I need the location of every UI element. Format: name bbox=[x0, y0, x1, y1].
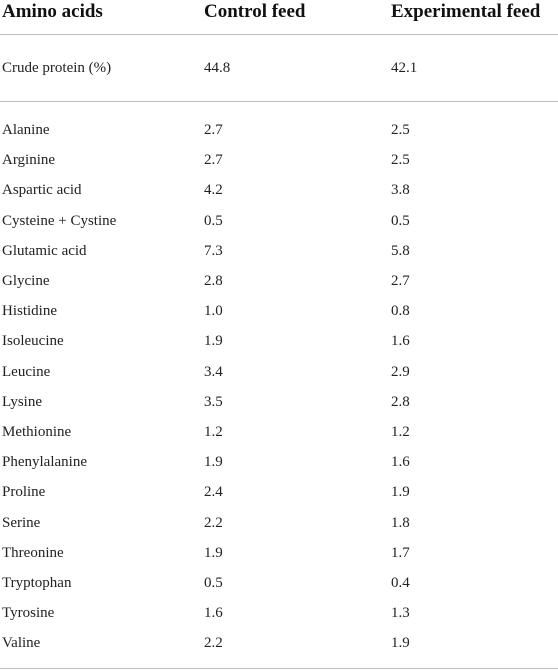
experimental-value: 3.8 bbox=[391, 182, 410, 198]
header-divider bbox=[0, 34, 558, 35]
experimental-value: 2.5 bbox=[391, 152, 410, 168]
control-value: 2.2 bbox=[204, 635, 223, 651]
amino-acid-name: Glycine bbox=[2, 273, 50, 289]
experimental-value: 1.9 bbox=[391, 635, 410, 651]
amino-acid-name: Glutamic acid bbox=[2, 243, 87, 259]
control-value: 1.2 bbox=[204, 424, 223, 440]
amino-acid-name: Tryptophan bbox=[2, 575, 72, 591]
control-value: 3.4 bbox=[204, 364, 223, 380]
experimental-value: 1.6 bbox=[391, 454, 410, 470]
control-value: 2.8 bbox=[204, 273, 223, 289]
header-control-feed: Control feed bbox=[204, 1, 306, 22]
experimental-value: 2.5 bbox=[391, 122, 410, 138]
amino-acid-name: Valine bbox=[2, 635, 41, 651]
amino-acid-name: Aspartic acid bbox=[2, 182, 82, 198]
amino-acid-name: Leucine bbox=[2, 364, 51, 380]
experimental-value: 1.3 bbox=[391, 605, 410, 621]
amino-acid-name: Histidine bbox=[2, 303, 57, 319]
control-value: 1.9 bbox=[204, 454, 223, 470]
experimental-value: 2.9 bbox=[391, 364, 410, 380]
crude-protein-label: Crude protein (%) bbox=[2, 60, 112, 76]
bottom-rule bbox=[0, 668, 558, 669]
amino-acid-name: Tyrosine bbox=[2, 605, 55, 621]
amino-acid-name: Threonine bbox=[2, 545, 64, 561]
amino-acid-name: Alanine bbox=[2, 122, 50, 138]
experimental-value: 1.2 bbox=[391, 424, 410, 440]
amino-acid-name: Isoleucine bbox=[2, 333, 64, 349]
crude-protein-experimental: 42.1 bbox=[391, 60, 418, 76]
experimental-value: 0.5 bbox=[391, 213, 410, 229]
amino-acid-name: Cysteine + Cystine bbox=[2, 213, 117, 229]
experimental-value: 1.6 bbox=[391, 333, 410, 349]
amino-acid-name: Arginine bbox=[2, 152, 56, 168]
control-value: 1.0 bbox=[204, 303, 223, 319]
control-value: 0.5 bbox=[204, 213, 223, 229]
header-amino-acids: Amino acids bbox=[2, 1, 103, 22]
control-value: 1.9 bbox=[204, 333, 223, 349]
section-divider bbox=[0, 101, 558, 102]
control-value: 1.6 bbox=[204, 605, 223, 621]
control-value: 2.2 bbox=[204, 515, 223, 531]
experimental-value: 1.8 bbox=[391, 515, 410, 531]
control-value: 1.9 bbox=[204, 545, 223, 561]
experimental-value: 1.7 bbox=[391, 545, 410, 561]
control-value: 2.7 bbox=[204, 122, 223, 138]
control-value: 3.5 bbox=[204, 394, 223, 410]
control-value: 4.2 bbox=[204, 182, 223, 198]
header-experimental-feed: Experimental feed bbox=[391, 1, 541, 22]
amino-acid-name: Serine bbox=[2, 515, 41, 531]
amino-acid-name: Phenylalanine bbox=[2, 454, 87, 470]
experimental-value: 2.7 bbox=[391, 273, 410, 289]
experimental-value: 1.9 bbox=[391, 484, 410, 500]
control-value: 2.7 bbox=[204, 152, 223, 168]
control-value: 0.5 bbox=[204, 575, 223, 591]
amino-acid-name: Lysine bbox=[2, 394, 42, 410]
control-value: 2.4 bbox=[204, 484, 223, 500]
amino-acid-name: Methionine bbox=[2, 424, 72, 440]
control-value: 7.3 bbox=[204, 243, 223, 259]
experimental-value: 2.8 bbox=[391, 394, 410, 410]
experimental-value: 5.8 bbox=[391, 243, 410, 259]
experimental-value: 0.8 bbox=[391, 303, 410, 319]
amino-acid-name: Proline bbox=[2, 484, 46, 500]
crude-protein-control: 44.8 bbox=[204, 60, 231, 76]
experimental-value: 0.4 bbox=[391, 575, 410, 591]
